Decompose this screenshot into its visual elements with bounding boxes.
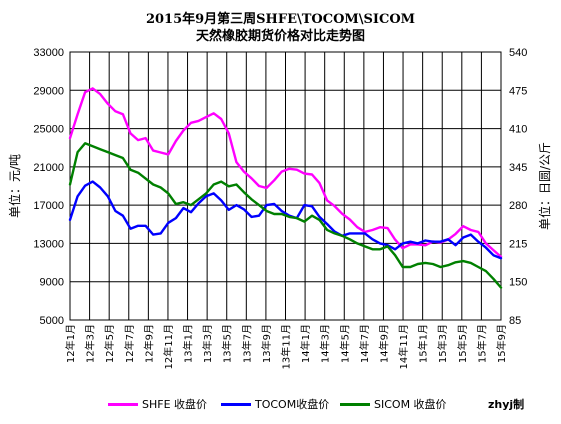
- x-tick-label: 13年1月: [182, 324, 195, 363]
- shfe-line: [68, 87, 503, 258]
- chart-subtitle: 天然橡胶期货价格对比走势图: [195, 29, 365, 44]
- legend-item-shfe: SHFE 收盘价: [108, 396, 207, 412]
- x-tick-label: 14年1月: [299, 324, 312, 363]
- y-tick-label-left: 17000: [33, 200, 64, 212]
- sicom-line: [68, 142, 503, 289]
- x-tick-label: 14年7月: [358, 324, 371, 363]
- y-tick-label-left: 13000: [33, 238, 64, 250]
- legend-label-tocom: TOCOM收盘价: [255, 398, 330, 411]
- x-tick-label: 13年5月: [221, 324, 234, 363]
- y-tick-label-right: 85: [509, 315, 521, 327]
- x-tick-label: 12年3月: [84, 324, 97, 363]
- y-tick-label-right: 410: [509, 124, 527, 136]
- y-tick-label-right: 475: [509, 85, 527, 97]
- legend-item-sicom: SICOM 收盘价: [340, 396, 447, 412]
- x-tick-label: 15年7月: [475, 324, 488, 363]
- x-tick-label: 15年1月: [417, 324, 430, 363]
- y-tick-label-left: 25000: [33, 124, 64, 136]
- y-tick-label-left: 33000: [33, 47, 64, 59]
- legend: SHFE 收盘价 TOCOM收盘价 SICOM 收盘价 zhyj制: [0, 396, 561, 412]
- legend-swatch-tocom: [221, 402, 251, 406]
- tocom-line: [68, 180, 503, 260]
- legend-swatch-sicom: [340, 402, 370, 406]
- x-tick-label: 14年9月: [377, 324, 390, 363]
- x-tick-label: 13年7月: [240, 324, 253, 363]
- legend-swatch-shfe: [108, 402, 138, 406]
- x-tick-label: 12年9月: [142, 324, 155, 363]
- legend-label-shfe: SHFE 收盘价: [142, 398, 208, 411]
- x-tick-label: 15年5月: [456, 324, 469, 363]
- plot-frame: [69, 51, 502, 321]
- legend-label-sicom: SICOM 收盘价: [374, 398, 447, 411]
- x-tick-label: 15年9月: [495, 324, 508, 363]
- x-tick-label: 13年3月: [201, 324, 214, 363]
- credit-text: zhyj制: [488, 398, 525, 411]
- y-tick-label-left: 29000: [33, 85, 64, 97]
- y-tick-label-right: 215: [509, 238, 527, 250]
- chart-title: 2015年9月第三周SHFE\TOCOM\SICOM: [145, 12, 416, 27]
- y-tick-label-left: 5000: [40, 315, 64, 327]
- x-tick-label: 12年11月: [162, 324, 175, 369]
- x-tick-label: 15年3月: [436, 324, 449, 363]
- x-tick-label: 13年9月: [260, 324, 273, 363]
- x-tick-label: 14年11月: [397, 324, 410, 369]
- y-tick-label-left: 21000: [33, 162, 64, 174]
- x-tick-label: 13年11月: [280, 324, 293, 369]
- legend-item-tocom: TOCOM收盘价: [221, 396, 329, 412]
- y-tick-label-left: 9000: [40, 277, 64, 289]
- x-tick-label: 14年5月: [338, 324, 351, 363]
- y-tick-label-right: 150: [509, 277, 527, 289]
- y-tick-label-right: 345: [509, 162, 527, 174]
- y-tick-label-right: 540: [509, 47, 527, 59]
- y-axis-label-left: 单位：元/吨: [7, 154, 22, 218]
- x-tick-label: 12年1月: [64, 324, 77, 363]
- y-axis-label-right: 单位：日圆/公斤: [537, 142, 552, 230]
- x-tick-label: 12年5月: [103, 324, 116, 363]
- y-tick-label-right: 280: [509, 200, 527, 212]
- x-tick-label: 14年3月: [319, 324, 332, 363]
- x-tick-label: 12年7月: [123, 324, 136, 363]
